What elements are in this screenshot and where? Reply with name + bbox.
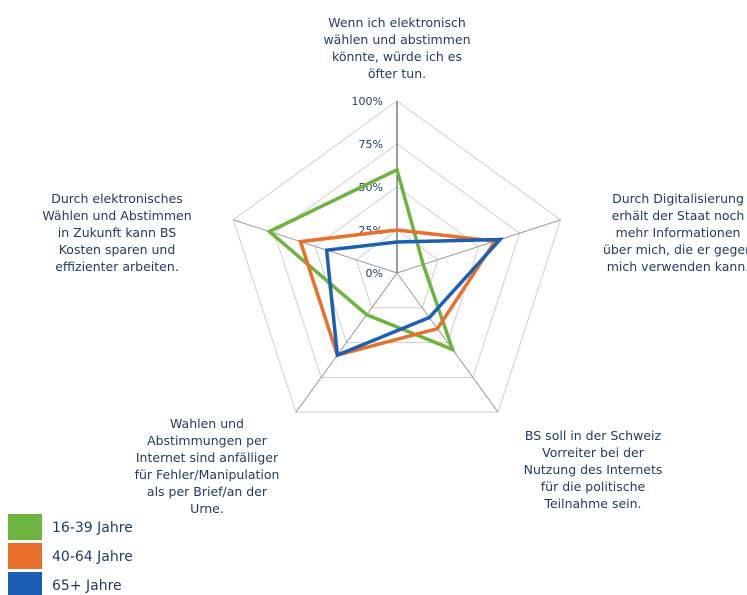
axis-label: Wahlen und Abstimmungen per Internet sind … [135,416,280,516]
axis-label: Durch Digitalisierung erhält der Staat no… [603,191,747,274]
axis-label: Durch elektronisches Wählen und Abstimmen… [42,191,191,274]
series-line [266,167,456,353]
grid-ring [232,100,562,413]
series-line [324,237,505,358]
grid-ring [355,229,439,309]
radar-spokes [233,101,561,413]
axis-spoke [233,219,398,274]
legend: 16-39 Jahre 40-64 Jahre 65+ Jahre [8,514,133,595]
axis-label: Wenn ich elektronisch wählen und abstimme… [323,15,470,81]
axis-spoke [396,272,499,413]
legend-swatch [8,543,42,569]
tick-label: 75% [359,138,383,151]
legend-swatch [8,514,42,540]
tick-label: 100% [352,95,383,108]
axis-spoke [295,272,398,413]
legend-swatch [8,572,42,595]
legend-label: 40-64 Jahre [52,549,133,565]
legend-label: 16-39 Jahre [52,520,133,536]
axis-label: BS soll in der Schweiz Vorreiter bei der N… [524,428,663,511]
legend-label: 65+ Jahre [52,578,122,594]
tick-label: 0% [366,267,383,280]
radar-series [266,167,505,358]
axis-labels: Wenn ich elektronisch wählen und abstimme… [42,15,747,516]
